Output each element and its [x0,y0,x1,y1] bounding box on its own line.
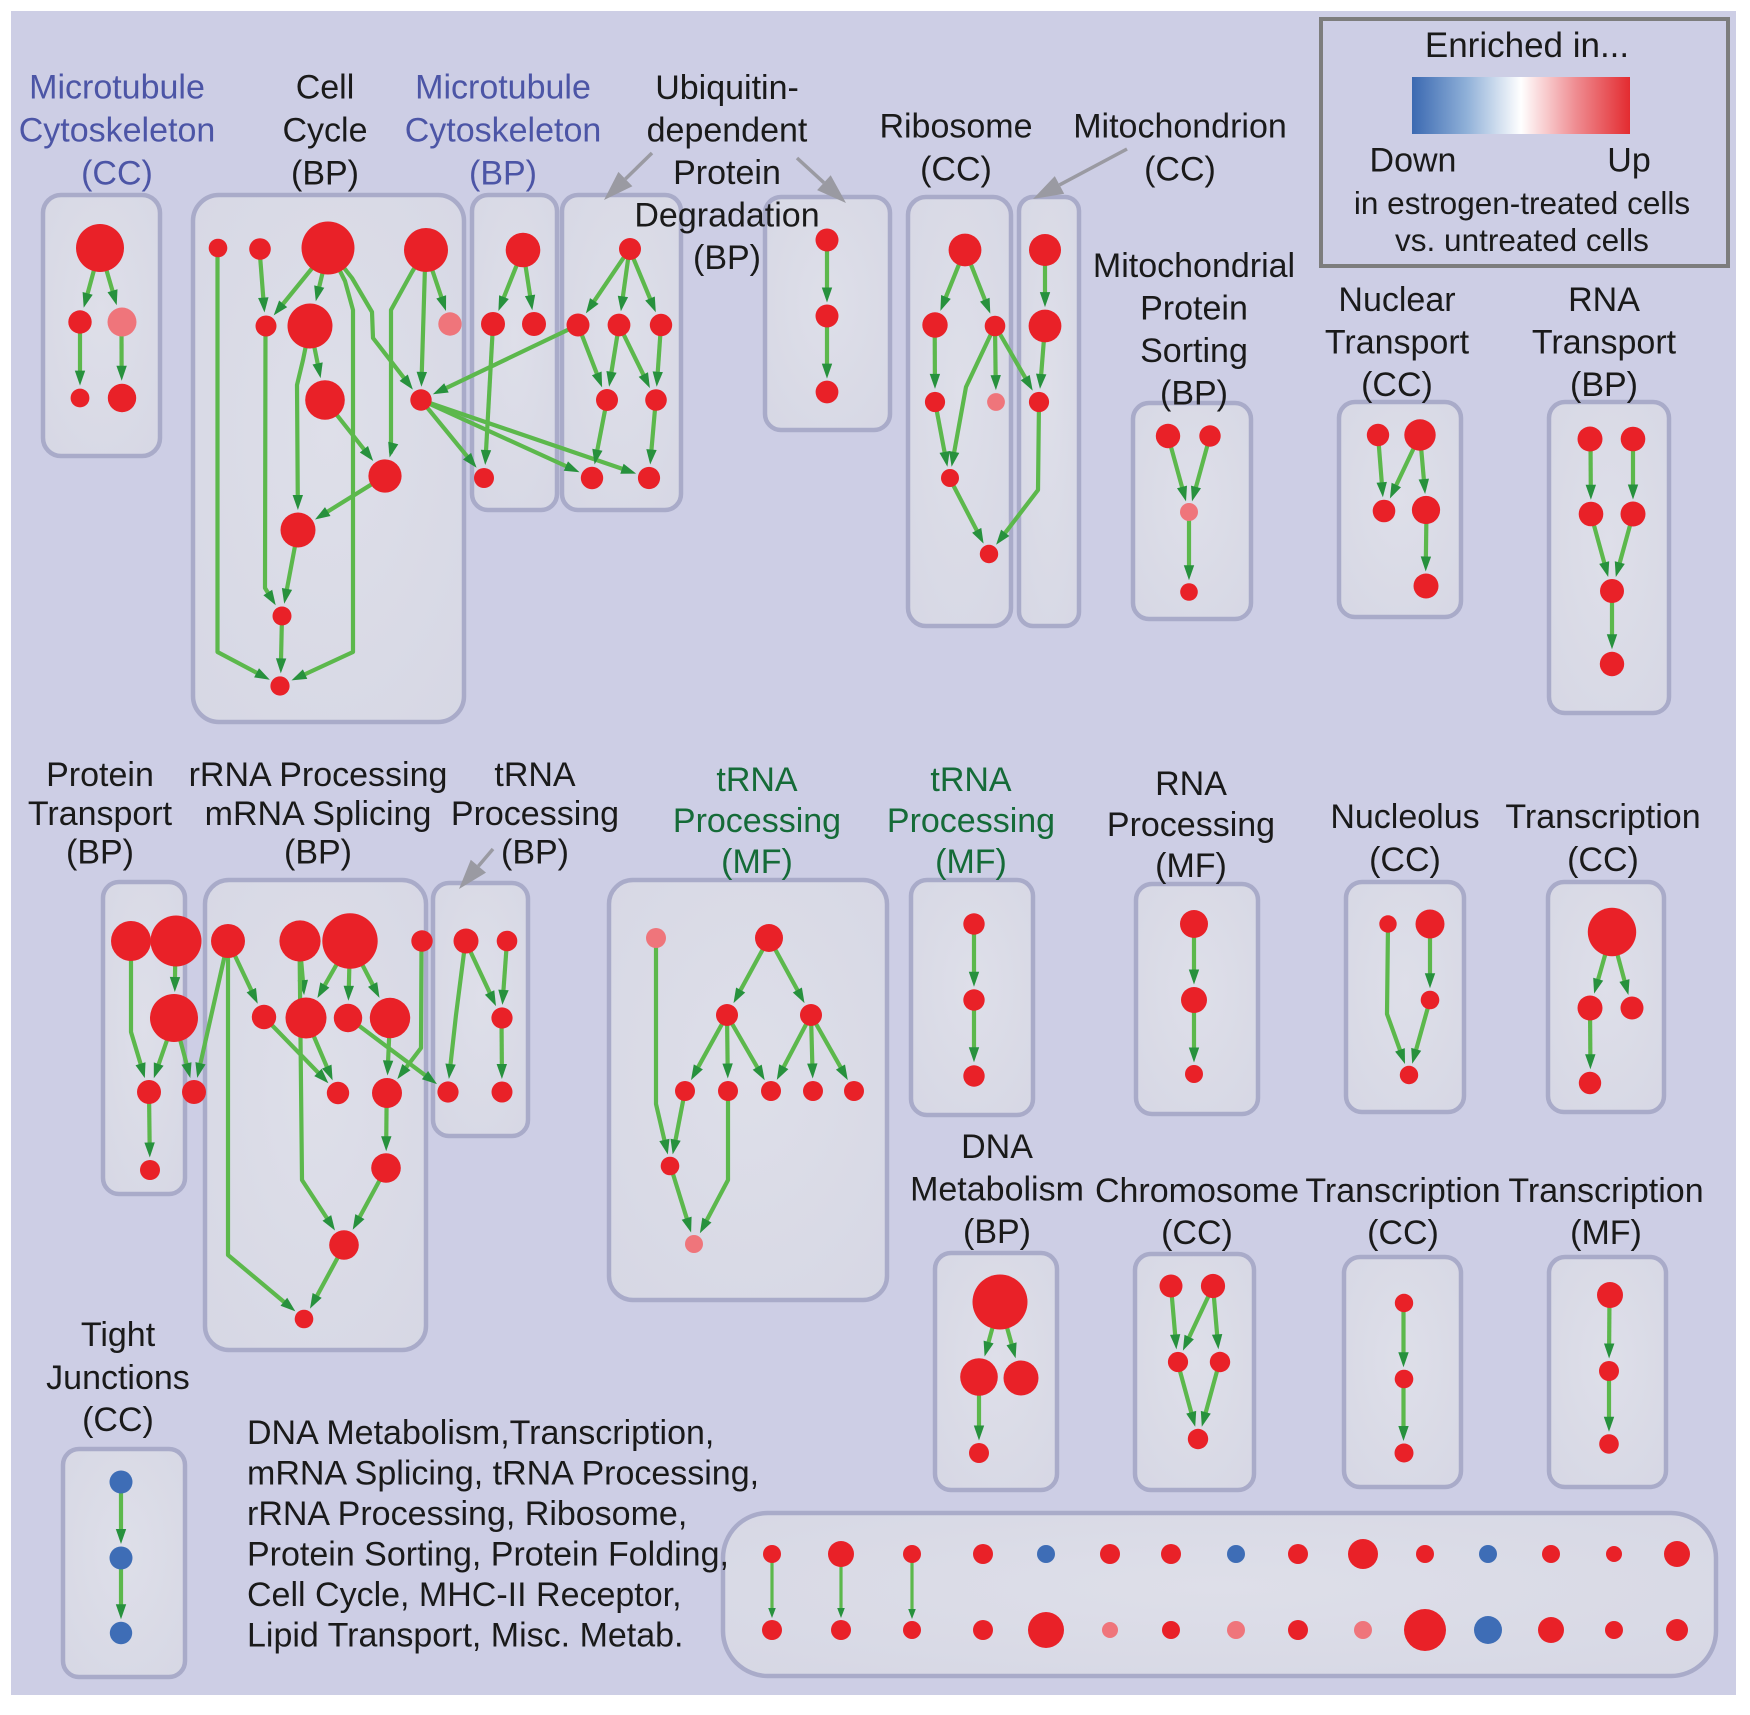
svg-text:(CC): (CC) [81,155,153,193]
svg-text:Cytoskeleton: Cytoskeleton [405,112,602,150]
svg-text:Transcription: Transcription [1505,798,1700,836]
svg-text:(CC): (CC) [1567,841,1639,879]
svg-text:Sorting: Sorting [1140,332,1248,370]
svg-text:(CC): (CC) [1369,841,1441,879]
svg-text:RNA: RNA [1155,765,1227,803]
svg-text:Down: Down [1370,142,1457,180]
svg-text:Mitochondrial: Mitochondrial [1093,247,1295,285]
svg-text:Transcription: Transcription [1305,1172,1500,1210]
svg-text:(BP): (BP) [469,155,537,193]
svg-text:(MF): (MF) [1155,847,1227,885]
svg-text:(CC): (CC) [1361,366,1433,404]
svg-text:Protein: Protein [1140,290,1248,328]
svg-text:(MF): (MF) [1570,1214,1642,1252]
svg-text:Processing: Processing [887,802,1055,840]
svg-text:Transcription: Transcription [1508,1172,1703,1210]
svg-text:(MF): (MF) [721,843,793,881]
svg-text:(BP): (BP) [963,1213,1031,1251]
svg-text:Lipid Transport, Misc. Metab.: Lipid Transport, Misc. Metab. [247,1617,684,1655]
svg-text:(CC): (CC) [920,151,992,189]
svg-text:tRNA: tRNA [494,756,576,794]
svg-text:(BP): (BP) [284,834,352,872]
svg-text:Junctions: Junctions [46,1359,190,1397]
svg-text:Transport: Transport [1532,324,1677,362]
svg-text:Cell Cycle, MHC-II Receptor,: Cell Cycle, MHC-II Receptor, [247,1576,682,1614]
svg-text:(MF): (MF) [935,843,1007,881]
svg-text:Processing: Processing [1107,806,1275,844]
svg-text:Microtubule: Microtubule [415,69,591,107]
svg-text:Cytoskeleton: Cytoskeleton [19,112,216,150]
svg-text:Degradation: Degradation [634,197,819,235]
svg-text:Nuclear: Nuclear [1338,281,1455,319]
svg-text:tRNA: tRNA [930,761,1012,799]
svg-text:DNA Metabolism,Transcription,: DNA Metabolism,Transcription, [247,1414,714,1452]
svg-text:Nucleolus: Nucleolus [1330,798,1479,836]
svg-text:in estrogen-treated cells: in estrogen-treated cells [1354,185,1690,221]
svg-text:Processing: Processing [673,802,841,840]
svg-text:(BP): (BP) [1570,366,1638,404]
svg-text:Protein: Protein [46,756,154,794]
svg-text:(BP): (BP) [291,155,359,193]
svg-text:Transport: Transport [28,795,173,833]
svg-text:Protein Sorting, Protein Foldi: Protein Sorting, Protein Folding, [247,1536,729,1574]
svg-text:mRNA Splicing, tRNA Processing: mRNA Splicing, tRNA Processing, [247,1455,759,1493]
svg-text:Microtubule: Microtubule [29,69,205,107]
svg-text:(BP): (BP) [693,239,761,277]
svg-text:Transport: Transport [1325,324,1470,362]
svg-text:Ubiquitin-: Ubiquitin- [655,69,799,107]
svg-text:Protein: Protein [673,154,781,192]
svg-text:Cycle: Cycle [282,112,367,150]
svg-text:dependent: dependent [647,112,808,150]
svg-text:Mitochondrion: Mitochondrion [1073,108,1287,146]
svg-text:RNA: RNA [1568,281,1640,319]
svg-text:Metabolism: Metabolism [910,1171,1084,1209]
svg-text:tRNA: tRNA [716,761,798,799]
svg-text:Cell: Cell [296,69,355,107]
svg-text:(CC): (CC) [1144,151,1216,189]
svg-text:Up: Up [1607,142,1650,180]
svg-text:Processing: Processing [451,795,619,833]
svg-text:rRNA Processing, Ribosome,: rRNA Processing, Ribosome, [247,1495,687,1533]
svg-text:rRNA Processing: rRNA Processing [189,756,448,794]
svg-text:(CC): (CC) [1367,1214,1439,1252]
svg-text:(BP): (BP) [66,834,134,872]
svg-text:Chromosome: Chromosome [1095,1172,1299,1210]
svg-text:(BP): (BP) [501,834,569,872]
svg-text:(BP): (BP) [1160,375,1228,413]
svg-text:(CC): (CC) [1161,1214,1233,1252]
svg-text:vs. untreated cells: vs. untreated cells [1395,222,1649,258]
svg-text:(CC): (CC) [82,1401,154,1439]
svg-text:Enriched in...: Enriched in... [1425,26,1629,65]
svg-text:mRNA Splicing: mRNA Splicing [205,795,432,833]
svg-text:DNA: DNA [961,1128,1033,1166]
svg-text:Tight: Tight [81,1316,156,1354]
svg-text:Ribosome: Ribosome [879,108,1032,146]
